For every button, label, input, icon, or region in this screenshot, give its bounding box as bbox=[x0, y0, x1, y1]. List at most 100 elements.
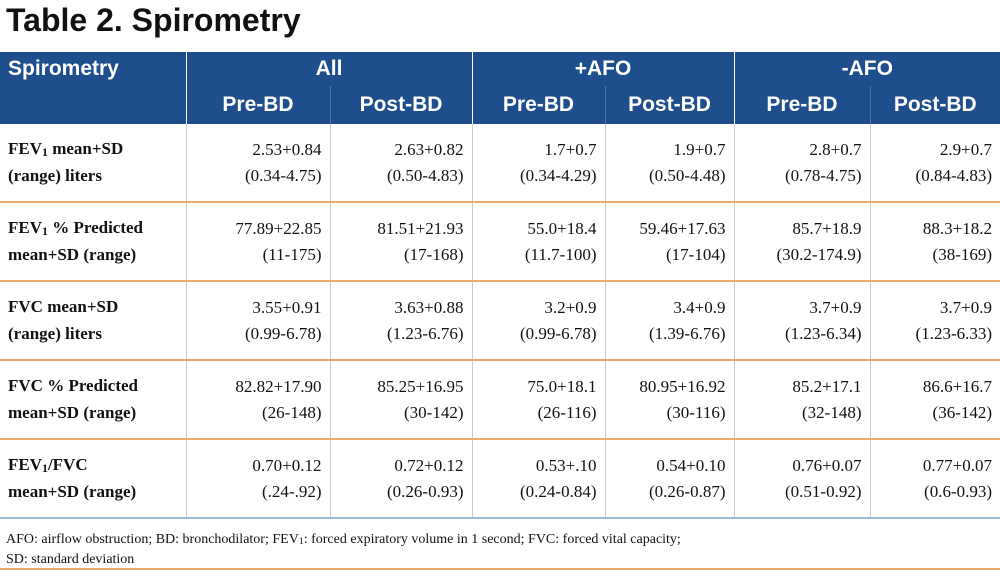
table-header: Spirometry All +AFO -AFO Pre-BD Post-BD … bbox=[0, 52, 1000, 124]
table-cell: 0.70+0.12 (.24-.92) bbox=[185, 438, 330, 519]
cell-range: (0.99-6.78) bbox=[520, 323, 597, 343]
cell-mean-sd: 0.70+0.12 bbox=[252, 455, 322, 475]
table-row: FVC mean+SD (range) liters 3.55+0.91 (0.99-… bbox=[0, 280, 1000, 360]
table-cell: 85.25+16.95 (30-142) bbox=[329, 359, 472, 439]
cell-range: (1.23-6.33) bbox=[915, 323, 993, 343]
row-label-line-2: mean+SD (range) bbox=[8, 245, 137, 264]
table-footnote: AFO: airflow obstruction; BD: bronchodil… bbox=[6, 530, 986, 569]
table-cell: 85.7+18.9 (30.2-174.9) bbox=[733, 201, 870, 281]
table-cell: 3.63+0.88 (1.23-6.76) bbox=[329, 280, 472, 360]
cell-mean-sd: 80.95+16.92 bbox=[639, 376, 726, 396]
table-cell: 3.4+0.9 (1.39-6.76) bbox=[604, 280, 734, 360]
subheader-minus-afo-pre: Pre-BD bbox=[733, 86, 870, 124]
table-body: FEV1 mean+SD (range) liters 2.53+0.84 (0.34… bbox=[0, 124, 1000, 519]
row-label: FVC % Predicted mean+SD (range) bbox=[0, 359, 186, 439]
cell-mean-sd: 0.53+.10 bbox=[535, 455, 597, 475]
subheader-minus-afo-post: Post-BD bbox=[869, 86, 1000, 124]
table-row: FVC % Predicted mean+SD (range) 82.82+17.9… bbox=[0, 359, 1000, 439]
cell-mean-sd: 3.63+0.88 bbox=[394, 297, 464, 317]
cell-mean-sd: 85.7+18.9 bbox=[792, 218, 862, 238]
table-cell: 55.0+18.4 (11.7-100) bbox=[471, 201, 605, 281]
row-label-line-1: FEV1 mean+SD bbox=[8, 139, 124, 159]
table-cell: 1.7+0.7 (0.34-4.29) bbox=[471, 124, 605, 202]
cell-range: (36-142) bbox=[932, 402, 993, 422]
table-cell: 0.53+.10 (0.24-0.84) bbox=[471, 438, 605, 519]
table-title: Table 2. Spirometry bbox=[6, 2, 301, 38]
footnote-line-1: AFO: airflow obstruction; BD: bronchodil… bbox=[6, 532, 681, 548]
cell-range: (0.34-4.75) bbox=[245, 165, 322, 185]
cell-range: (0.34-4.29) bbox=[520, 165, 597, 185]
cell-mean-sd: 3.2+0.9 bbox=[544, 297, 597, 317]
cell-mean-sd: 2.9+0.7 bbox=[939, 139, 993, 159]
table-cell: 2.53+0.84 (0.34-4.75) bbox=[185, 124, 330, 202]
table-cell: 59.46+17.63 (17-104) bbox=[604, 201, 734, 281]
cell-range: (1.39-6.76) bbox=[649, 323, 726, 343]
cell-range: (0.26-0.87) bbox=[649, 481, 726, 501]
table-cell: 0.77+0.07 (0.6-0.93) bbox=[869, 438, 1000, 519]
cell-mean-sd: 55.0+18.4 bbox=[527, 218, 597, 238]
subheader-all-post: Post-BD bbox=[329, 86, 472, 124]
cell-mean-sd: 2.53+0.84 bbox=[252, 139, 322, 159]
cell-range: (30.2-174.9) bbox=[776, 244, 862, 264]
cell-range: (0.26-0.93) bbox=[387, 481, 464, 501]
cell-range: (26-116) bbox=[537, 402, 597, 422]
table-cell: 0.72+0.12 (0.26-0.93) bbox=[329, 438, 472, 519]
row-label-line-1: FVC mean+SD bbox=[8, 297, 119, 316]
table-cell: 81.51+21.93 (17-168) bbox=[329, 201, 472, 281]
cell-range: (30-142) bbox=[404, 402, 464, 422]
row-label-line-1: FVC % Predicted bbox=[8, 376, 138, 395]
table-cell: 85.2+17.1 (32-148) bbox=[733, 359, 870, 439]
table-cell: 0.76+0.07 (0.51-0.92) bbox=[733, 438, 870, 519]
cell-mean-sd: 75.0+18.1 bbox=[527, 376, 597, 396]
table-cell: 3.2+0.9 (0.99-6.78) bbox=[471, 280, 605, 360]
row-label-line-1: FEV1/FVC bbox=[8, 455, 88, 475]
table-cell: 0.54+0.10 (0.26-0.87) bbox=[604, 438, 734, 519]
header-blank bbox=[0, 86, 186, 124]
table-cell: 75.0+18.1 (26-116) bbox=[471, 359, 605, 439]
row-label-line-2: mean+SD (range) bbox=[8, 482, 137, 501]
cell-mean-sd: 3.7+0.9 bbox=[939, 297, 993, 317]
cell-range: (32-148) bbox=[802, 402, 862, 422]
table-cell: 3.55+0.91 (0.99-6.78) bbox=[185, 280, 330, 360]
cell-mean-sd: 86.6+16.7 bbox=[922, 376, 993, 396]
cell-mean-sd: 59.46+17.63 bbox=[639, 218, 726, 238]
table-row: FEV1/FVC mean+SD (range) 0.70+0.12 (.24-.92… bbox=[0, 438, 1000, 519]
bottom-divider bbox=[0, 568, 1000, 570]
cell-mean-sd: 85.2+17.1 bbox=[792, 376, 862, 396]
cell-range: (0.24-0.84) bbox=[520, 481, 597, 501]
cell-range: (0.50-4.48) bbox=[649, 165, 726, 185]
cell-range: (38-169) bbox=[932, 244, 993, 264]
cell-range: (0.50-4.83) bbox=[387, 165, 464, 185]
subheader-plus-afo-post: Post-BD bbox=[604, 86, 734, 124]
table-cell: 3.7+0.9 (1.23-6.33) bbox=[869, 280, 1000, 360]
cell-mean-sd: 0.76+0.07 bbox=[792, 455, 862, 475]
cell-mean-sd: 2.8+0.7 bbox=[809, 139, 862, 159]
cell-mean-sd: 81.51+21.93 bbox=[377, 218, 464, 238]
table-cell: 80.95+16.92 (30-116) bbox=[604, 359, 734, 439]
cell-mean-sd: 0.72+0.12 bbox=[394, 455, 464, 475]
cell-mean-sd: 85.25+16.95 bbox=[377, 376, 464, 396]
cell-range: (1.23-6.76) bbox=[387, 323, 464, 343]
row-label-line-2: mean+SD (range) bbox=[8, 403, 137, 422]
cell-range: (26-148) bbox=[262, 402, 322, 422]
cell-range: (11.7-100) bbox=[524, 244, 597, 264]
table-row: FEV1 % Predicted mean+SD (range) 77.89+22.… bbox=[0, 201, 1000, 281]
cell-range: (0.78-4.75) bbox=[785, 165, 862, 185]
cell-range: (1.23-6.34) bbox=[785, 323, 862, 343]
table-cell: 2.8+0.7 (0.78-4.75) bbox=[733, 124, 870, 202]
cell-range: (11-175) bbox=[262, 244, 322, 264]
footnote-line-2: SD: standard deviation bbox=[6, 552, 135, 567]
cell-range: (0.84-4.83) bbox=[915, 165, 993, 185]
cell-mean-sd: 0.77+0.07 bbox=[922, 455, 993, 475]
cell-range: (0.99-6.78) bbox=[245, 323, 322, 343]
header-group-all: All bbox=[185, 52, 472, 86]
cell-range: (17-168) bbox=[404, 244, 464, 264]
header-group-plus-afo: +AFO bbox=[471, 52, 734, 86]
table-row: FEV1 mean+SD (range) liters 2.53+0.84 (0.34… bbox=[0, 124, 1000, 202]
row-label: FEV1/FVC mean+SD (range) bbox=[0, 438, 186, 519]
cell-range: (17-104) bbox=[666, 244, 726, 264]
table-cell: 86.6+16.7 (36-142) bbox=[869, 359, 1000, 439]
cell-mean-sd: 82.82+17.90 bbox=[235, 376, 322, 396]
table-cell: 2.63+0.82 (0.50-4.83) bbox=[329, 124, 472, 202]
subheader-all-pre: Pre-BD bbox=[185, 86, 330, 124]
